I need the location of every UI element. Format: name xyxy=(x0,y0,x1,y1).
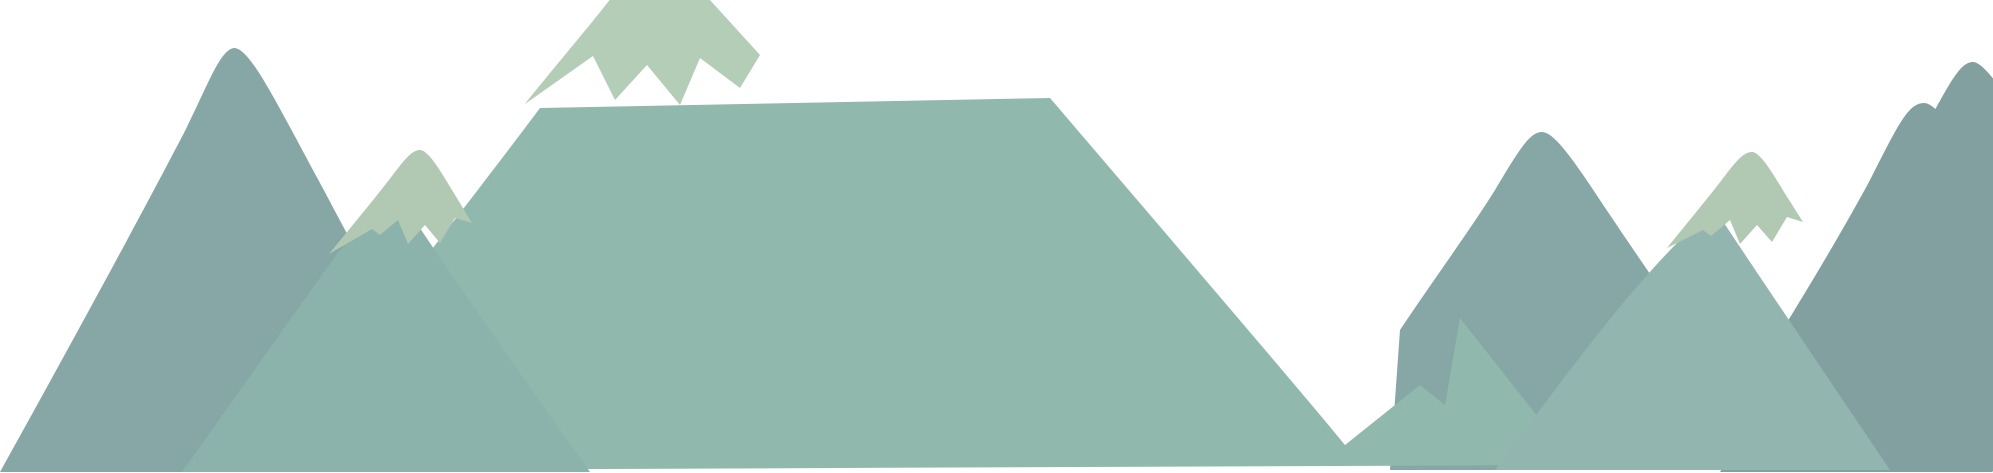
center-mountain xyxy=(255,98,1565,472)
left-mid-snow-cap xyxy=(329,150,472,254)
right-mid-mountain xyxy=(1495,220,1890,470)
right-mid-snow-cap xyxy=(1667,152,1803,248)
center-snow-cap xyxy=(525,0,760,105)
left-mid-mountain xyxy=(182,190,590,472)
